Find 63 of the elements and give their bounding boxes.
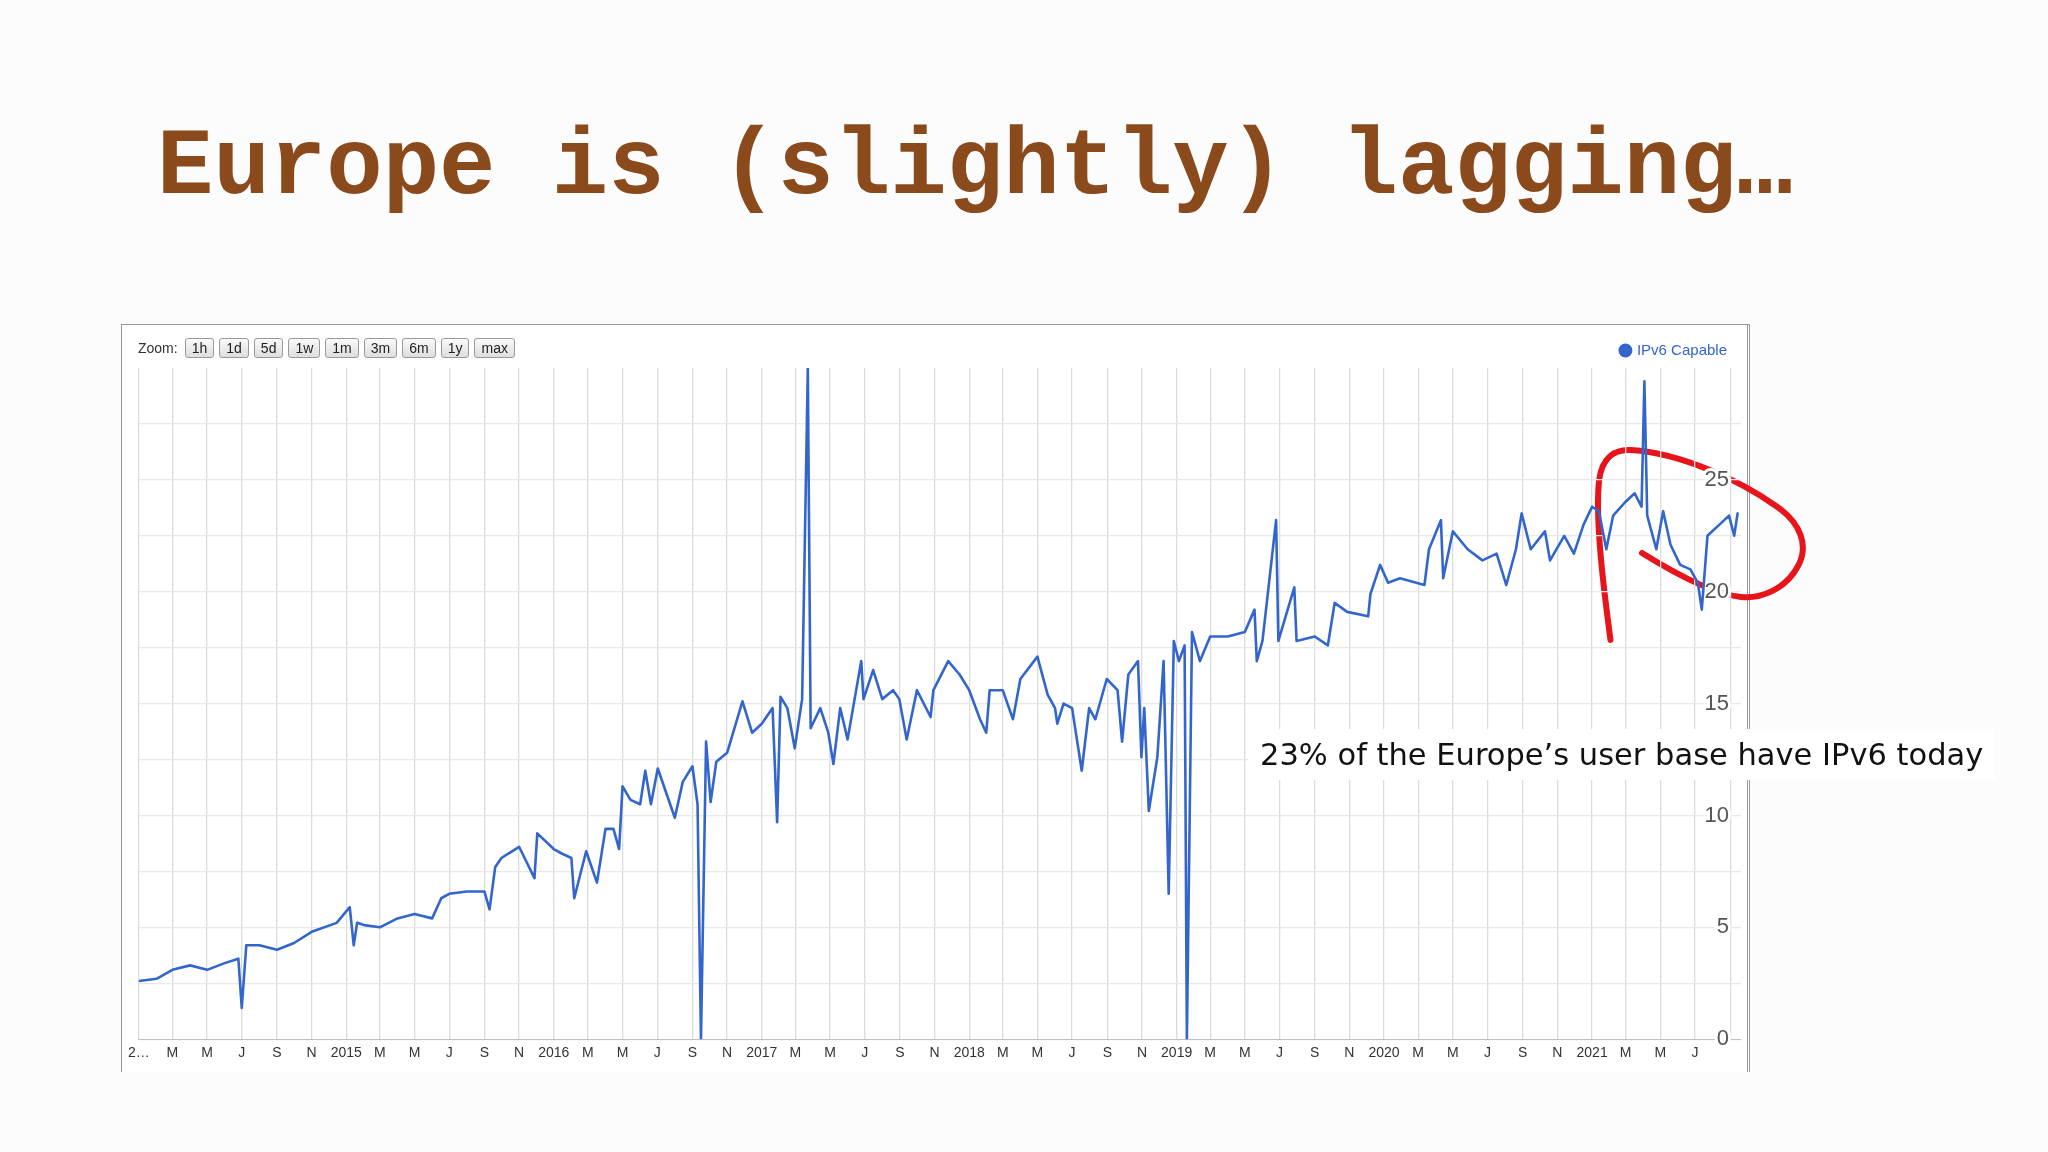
zoom-button: 1h	[184, 338, 215, 358]
x-tick-label: N	[929, 1044, 940, 1061]
x-tick-label: 2021	[1576, 1044, 1608, 1061]
x-tick-label: S	[687, 1044, 698, 1061]
zoom-button: 3m	[363, 338, 398, 358]
zoom-button: max	[474, 338, 515, 358]
x-tick-label: 2…	[127, 1044, 150, 1061]
x-tick-label: 2015	[330, 1044, 363, 1061]
x-tick-label: 2019	[1161, 1044, 1193, 1061]
x-tick-label: 2020	[1368, 1044, 1400, 1061]
x-tick-label: J	[1276, 1044, 1284, 1061]
text: Zoom:	[138, 340, 178, 356]
x-tick-label: S	[479, 1044, 490, 1061]
zoom-button: 5d	[253, 338, 284, 358]
x-tick-label: M	[582, 1044, 594, 1061]
x-tick-label: M	[1619, 1044, 1632, 1061]
annotation: 23% of the Europe’s user base have IPv6 today	[1248, 729, 1996, 780]
x-tick-label: M	[1412, 1044, 1425, 1061]
x-tick-label: S	[1518, 1044, 1528, 1061]
x-tick-label: N	[722, 1044, 733, 1061]
x-tick-label: 2018	[953, 1044, 985, 1061]
x-tick-label: M	[824, 1044, 836, 1061]
x-tick-label: M	[996, 1044, 1009, 1061]
zoom-button: 6m	[402, 338, 436, 358]
x-tick-label: N	[1136, 1044, 1148, 1061]
x-tick-label: M	[374, 1044, 386, 1061]
y-tick-label: 10	[1704, 801, 1729, 827]
x-tick-label: M	[1031, 1044, 1044, 1061]
zoom-button: 1m	[325, 338, 359, 358]
x-tick-label: S	[1102, 1044, 1112, 1061]
y-tick-label: 15	[1704, 689, 1729, 715]
x-tick-label: M	[789, 1044, 802, 1061]
x-tick-label: M	[1654, 1044, 1667, 1061]
x-tick-label: J	[861, 1044, 869, 1061]
x-tick-label: J	[1484, 1044, 1492, 1061]
x-tick-label: M	[408, 1044, 421, 1061]
x-tick-label: M	[1204, 1044, 1217, 1061]
x-tick-label: M	[201, 1044, 213, 1061]
zoom-button: 1d	[219, 338, 249, 358]
x-tick-label: J	[653, 1044, 661, 1061]
x-tick-label: M	[1447, 1044, 1459, 1061]
x-tick-label: 2016	[538, 1044, 570, 1061]
x-tick-label: N	[1344, 1044, 1355, 1061]
x-tick-label: S	[1310, 1044, 1320, 1061]
y-tick-label: 5	[1716, 913, 1729, 939]
y-tick-label: 0	[1716, 1025, 1729, 1051]
x-tick-label: J	[445, 1044, 453, 1061]
zoom-button: 1w	[288, 338, 321, 358]
x-tick-label: S	[272, 1044, 282, 1061]
x-tick-label: J	[1068, 1044, 1076, 1061]
x-tick-label: M	[616, 1044, 629, 1061]
legend-label: IPv6 Capable	[1636, 340, 1727, 358]
x-tick-label: M	[1239, 1044, 1251, 1061]
x-tick-label: N	[1552, 1044, 1563, 1061]
zoom-button: 1y	[440, 338, 470, 358]
x-tick-label: J	[1691, 1044, 1699, 1061]
x-tick-label: J	[238, 1044, 246, 1061]
chart-title: Europe is (slightly) lagging…	[157, 115, 1793, 221]
x-tick-label: 2017	[746, 1044, 778, 1061]
x-tick-label: N	[306, 1044, 317, 1061]
x-tick-label: S	[895, 1044, 905, 1061]
x-tick-label: M	[166, 1044, 179, 1061]
x-tick-label: N	[514, 1044, 525, 1061]
